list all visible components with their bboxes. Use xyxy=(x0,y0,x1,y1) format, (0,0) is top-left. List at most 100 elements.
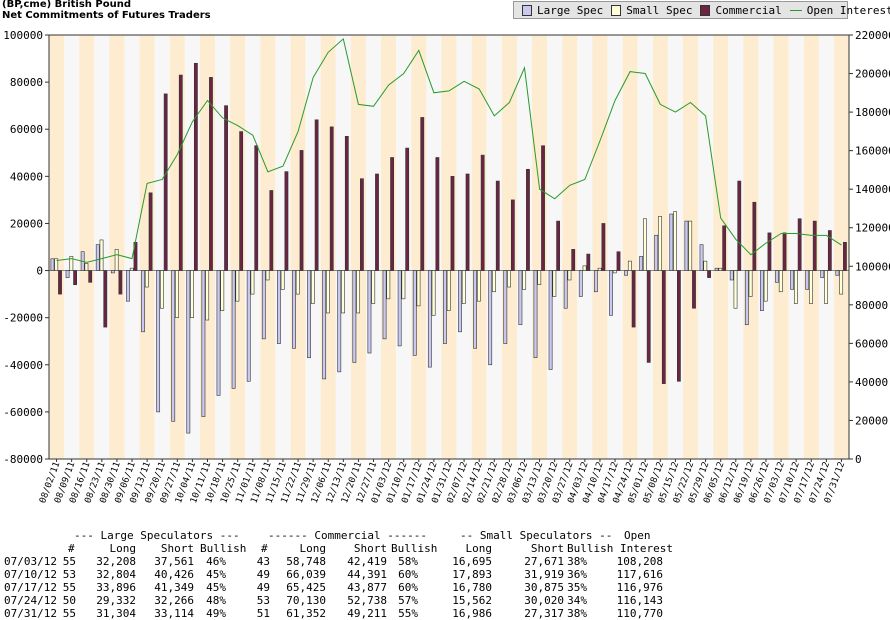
bar-small-spec xyxy=(235,270,240,302)
bar-small-spec xyxy=(54,258,59,271)
y-right-tick-label: 120000 xyxy=(855,222,890,235)
cell-c-n: 53 xyxy=(256,594,270,607)
cell-ls-short: 41,349 xyxy=(154,581,194,594)
bar-large-spec xyxy=(473,270,478,349)
cell-ls-long: 29,332 xyxy=(96,594,136,607)
y-right-tick-label: 100000 xyxy=(855,260,890,273)
background-stripe xyxy=(260,35,276,459)
legend-item-commercial: Commercial xyxy=(700,4,782,17)
cell-c-short: 49,211 xyxy=(347,607,387,620)
bar-large-spec xyxy=(50,258,55,271)
col-header: Long xyxy=(109,542,137,555)
cell-c-bull: 60% xyxy=(398,581,418,594)
bar-small-spec xyxy=(688,220,693,271)
background-stripe xyxy=(456,35,472,459)
cell-ss-long: 16,986 xyxy=(452,607,492,620)
bar-small-spec xyxy=(552,270,557,297)
y-left-tick-label: 100000 xyxy=(3,29,43,42)
bar-small-spec xyxy=(446,270,451,311)
bar-commercial xyxy=(375,173,379,271)
bar-small-spec xyxy=(507,270,511,288)
cell-ls-bull: 45% xyxy=(206,581,226,594)
bar-commercial xyxy=(526,168,530,271)
bar-small-spec xyxy=(341,270,345,314)
bar-commercial xyxy=(73,270,78,285)
bar-small-spec xyxy=(326,270,330,314)
bar-large-spec xyxy=(578,270,583,297)
y-left-tick-label: -80000 xyxy=(3,453,43,466)
background-stripe xyxy=(471,35,487,459)
y-right-tick-label: 180000 xyxy=(855,106,890,119)
cell-ss-long: 17,893 xyxy=(452,568,492,581)
bar-large-spec xyxy=(65,270,70,278)
bar-small-spec xyxy=(175,270,179,318)
background-stripe xyxy=(501,35,517,459)
cell-ss-short: 27,317 xyxy=(524,607,564,620)
bar-small-spec xyxy=(748,270,753,297)
bar-small-spec xyxy=(190,270,194,318)
y-right-tick-label: 20000 xyxy=(855,414,888,427)
bar-commercial xyxy=(812,220,817,271)
bar-commercial xyxy=(631,270,636,328)
bar-small-spec xyxy=(612,270,617,274)
cell-date: 07/31/12 xyxy=(4,607,57,620)
cot-summary-table: --- Large Speculators --- ------ Commerc… xyxy=(0,529,890,620)
bar-large-spec xyxy=(110,270,115,274)
bar-large-spec xyxy=(639,256,644,271)
col-header: Short xyxy=(530,542,564,555)
background-stripe xyxy=(803,35,819,459)
col-header: Long xyxy=(465,542,493,555)
y-left-tick-label: -40000 xyxy=(3,359,43,372)
bar-commercial xyxy=(420,117,425,271)
bar-small-spec xyxy=(522,270,527,290)
cell-ls-short: 37,561 xyxy=(154,555,194,568)
background-stripe xyxy=(381,35,397,459)
bar-small-spec xyxy=(84,263,89,271)
bar-small-spec xyxy=(69,256,74,271)
bar-commercial xyxy=(827,230,832,271)
bar-commercial xyxy=(299,150,304,271)
bar-commercial xyxy=(284,171,289,271)
cell-ss-long: 16,695 xyxy=(452,555,492,568)
bar-large-spec xyxy=(488,270,493,366)
bar-large-spec xyxy=(141,270,145,333)
cell-c-bull: 60% xyxy=(398,568,418,581)
bar-large-spec xyxy=(261,270,266,340)
bar-large-spec xyxy=(95,244,100,271)
bar-small-spec xyxy=(205,270,210,321)
bar-commercial xyxy=(390,157,394,271)
background-stripe xyxy=(743,35,759,459)
background-stripe xyxy=(818,35,834,459)
bar-large-spec xyxy=(503,270,508,344)
col-header: Long xyxy=(299,542,327,555)
bar-large-spec xyxy=(593,270,598,293)
cell-ls-n: 55 xyxy=(62,555,76,568)
table-row: 07/24/12 50 29,332 32,266 48% 53 70,130 52,738 5… xyxy=(0,594,890,607)
bar-commercial xyxy=(239,131,244,271)
cell-c-short: 42,419 xyxy=(347,555,387,568)
bar-small-spec xyxy=(371,270,376,304)
bar-small-spec xyxy=(492,270,496,293)
bar-large-spec xyxy=(654,234,659,271)
bar-large-spec xyxy=(714,267,719,271)
cell-ls-long: 32,208 xyxy=(96,555,136,568)
bar-commercial xyxy=(405,147,410,271)
cell-ss-long: 15,562 xyxy=(452,594,492,607)
y-left-tick-label: 20000 xyxy=(10,217,43,230)
bar-large-spec xyxy=(171,270,176,422)
bar-small-spec xyxy=(793,270,798,304)
table-column-header-row: # Long Short Bullish # Long Short Bullis… xyxy=(0,542,890,555)
y-right-tick-label: 220000 xyxy=(855,29,890,42)
y-right-tick-label: 160000 xyxy=(855,145,890,158)
background-stripe xyxy=(396,35,412,459)
bar-commercial xyxy=(677,270,681,382)
bar-commercial xyxy=(269,190,274,271)
bar-large-spec xyxy=(443,270,447,344)
y-left-tick-label: 80000 xyxy=(10,76,43,89)
bar-large-spec xyxy=(563,270,568,309)
background-stripe xyxy=(516,35,533,459)
y-left-tick-label: -60000 xyxy=(3,406,43,419)
bar-small-spec xyxy=(310,270,315,304)
bar-large-spec xyxy=(699,244,704,271)
bar-commercial xyxy=(450,176,455,271)
